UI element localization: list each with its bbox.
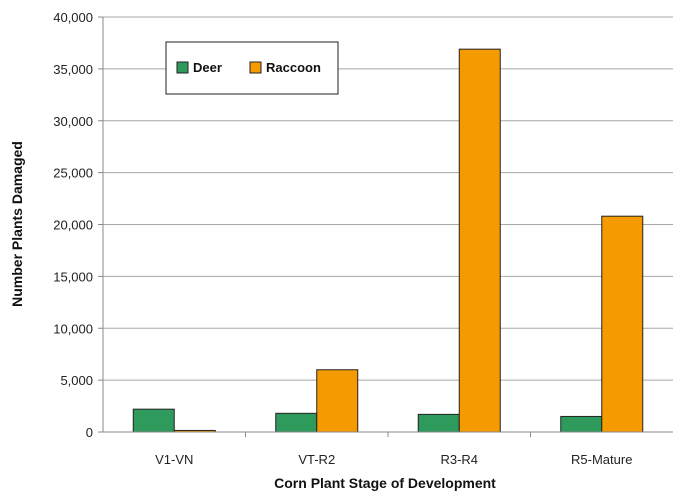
x-tick-label: R5-Mature: [571, 452, 632, 467]
y-tick-label: 10,000: [53, 321, 93, 336]
y-tick-label: 30,000: [53, 114, 93, 129]
x-tick-label: V1-VN: [155, 452, 193, 467]
y-tick-label: 25,000: [53, 166, 93, 181]
y-tick-labels: 0 5,000 10,000 15,000 20,000 25,000 30,000 35,0…: [53, 10, 103, 440]
y-tick-label: 0: [86, 425, 93, 440]
y-tick-label: 35,000: [53, 62, 93, 77]
y-tick-label: 15,000: [53, 269, 93, 284]
bar-deer-vt-r2: [275, 412, 318, 433]
x-tick-labels: V1-VN VT-R2 R3-R4 R5-Mature: [155, 432, 632, 467]
bar-raccoon-r5-mature: [601, 215, 644, 433]
legend-label-deer: Deer: [193, 60, 222, 75]
bar-deer-r5-mature: [560, 415, 603, 433]
legend-swatch-deer: [176, 61, 189, 74]
x-tick-label: VT-R2: [298, 452, 335, 467]
y-tick-label: 20,000: [53, 218, 93, 233]
legend-swatch-raccoon: [249, 61, 262, 74]
legend-label-raccoon: Raccoon: [266, 60, 321, 75]
bars: [132, 48, 644, 433]
bar-deer-v1-vn: [132, 408, 175, 433]
y-tick-label: 5,000: [60, 373, 93, 388]
legend: Deer Raccoon: [165, 41, 339, 95]
y-tick-label: 40,000: [53, 10, 93, 25]
y-axis-title: Number Plants Damaged: [9, 141, 25, 307]
bar-deer-r3-r4: [417, 413, 460, 433]
x-axis-title: Corn Plant Stage of Development: [274, 475, 496, 491]
bar-raccoon-r3-r4: [458, 48, 501, 433]
x-tick-label: R3-R4: [440, 452, 478, 467]
bar-raccoon-vt-r2: [316, 369, 359, 433]
